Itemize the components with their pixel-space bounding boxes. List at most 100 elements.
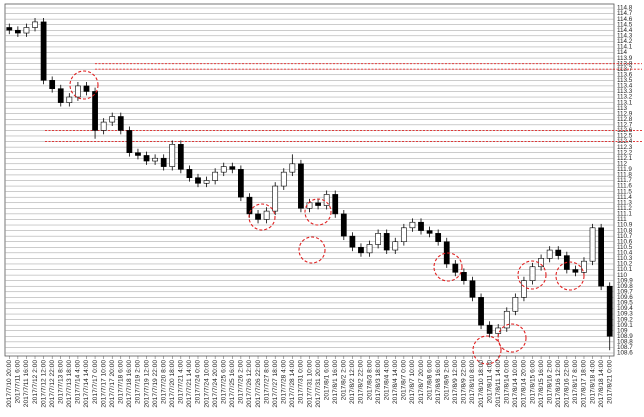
y-tick-label: 109.4	[617, 305, 633, 312]
candle-body	[212, 171, 219, 181]
y-tick-label: 109	[617, 327, 628, 334]
circle	[433, 252, 463, 282]
y-tick-label: 114.7	[617, 10, 633, 17]
circle	[248, 203, 276, 231]
x-tick-label: 2017/8/16 22:00	[564, 360, 571, 408]
candle-body	[6, 27, 13, 31]
y-tick-label: 113.5	[617, 77, 633, 84]
x-tick-label: 2017/7/13 8:00	[58, 360, 65, 404]
x-tick-label: 2017/8/9 22:00	[461, 360, 468, 404]
candle-body	[177, 144, 184, 170]
x-tick-label: 2017/7/19 22:00	[152, 360, 159, 408]
x-tick-label: 2017/7/12 12:00	[40, 360, 47, 408]
y-tick-label: 111.8	[617, 172, 632, 179]
circle	[472, 335, 502, 365]
annotation-circles	[69, 70, 585, 365]
candle-body	[246, 196, 253, 215]
candle-body	[49, 80, 56, 89]
y-tick-label: 109.9	[617, 277, 633, 284]
x-tick-label: 2017/7/31 10:00	[306, 360, 313, 408]
candle-body	[461, 272, 467, 281]
candle-body	[255, 213, 261, 220]
candle-body	[289, 163, 296, 173]
y-tick-label: 114.2	[617, 38, 633, 45]
circle	[298, 236, 326, 264]
x-tick-label: 2017/7/19 12:00	[143, 360, 150, 408]
x-tick-label: 2017/7/27 8:00	[263, 360, 270, 404]
y-tick-label: 110.7	[617, 233, 633, 240]
candle-body	[349, 235, 356, 248]
y-tick-label: 110.8	[617, 227, 633, 234]
candle-body	[546, 249, 553, 259]
x-tick-label: 2017/8/7 10:00	[409, 360, 416, 404]
y-tick-label: 108.6	[617, 350, 633, 357]
x-tick-label: 2017/8/9 12:00	[452, 360, 459, 404]
candle-body	[152, 157, 158, 162]
y-tick-label: 114.6	[617, 16, 633, 23]
x-tick-label: 2017/7/13 18:00	[66, 360, 73, 408]
y-tick-label: 110.3	[617, 255, 633, 262]
y-tick-label: 112	[617, 160, 628, 167]
y-tick-label: 112.3	[617, 144, 633, 151]
y-tick-label: 110	[617, 272, 628, 279]
x-tick-label: 2017/7/21 4:00	[178, 360, 185, 404]
x-tick-label: 2017/8/21 0:00	[606, 360, 613, 404]
y-tick-label: 111.7	[617, 177, 632, 184]
y-tick-label: 110.4	[617, 250, 633, 257]
y-tick-label: 113.9	[617, 55, 633, 62]
y-tick-label: 112.7	[617, 122, 633, 129]
y-tick-label: 113.6	[617, 71, 633, 78]
x-tick-label: 2017/8/2 12:00	[349, 360, 356, 404]
y-tick-label: 111.5	[617, 188, 632, 195]
candle-body	[340, 213, 347, 237]
x-tick-label: 2017/8/8 6:00	[426, 360, 433, 401]
candle-body	[32, 21, 38, 28]
x-tick-label: 2017/7/26 22:00	[255, 360, 262, 408]
y-tick-label: 112.2	[617, 149, 633, 156]
candle-body	[100, 121, 107, 131]
x-tick-label: 2017/8/11 14:00	[495, 360, 502, 408]
x-tick-label: 2017/7/12 22:00	[49, 360, 56, 408]
y-tick-label: 110.5	[617, 244, 633, 251]
circle	[497, 323, 527, 353]
y-tick-label: 111.3	[617, 199, 632, 206]
x-tick-label: 2017/7/12 2:00	[32, 360, 39, 404]
candle-body	[392, 241, 399, 251]
y-tick-label: 111.2	[617, 205, 632, 212]
y-tick-label: 109.3	[617, 311, 633, 318]
candle-body	[418, 221, 424, 231]
x-tick-label: 2017/7/27 18:00	[272, 360, 279, 408]
x-tick-label: 2017/7/19 2:00	[135, 360, 142, 404]
candle-body	[589, 227, 596, 262]
y-tick-label: 113.4	[617, 83, 633, 90]
x-tick-label: 2017/7/25 16:00	[229, 360, 236, 408]
candle-body	[332, 194, 339, 215]
x-tick-label: 2017/7/24 0:00	[195, 360, 202, 404]
candle-body	[409, 221, 416, 229]
y-tick-label: 114.1	[617, 44, 633, 51]
y-tick-label: 110.1	[617, 266, 633, 273]
x-tick-label: 2017/8/3 8:00	[366, 360, 373, 401]
x-tick-label: 2017/7/31 20:00	[315, 360, 322, 408]
candle-body	[555, 249, 562, 256]
candle-body	[14, 29, 21, 34]
x-tick-label: 2017/7/24 20:00	[212, 360, 219, 408]
candle-body	[57, 88, 64, 103]
candle-body	[160, 157, 167, 167]
plot-frame	[4, 3, 615, 357]
candle-body	[66, 96, 73, 103]
x-tick-label: 2017/8/7 0:00	[401, 360, 408, 401]
y-tick-label: 112.4	[617, 138, 633, 145]
x-tick-label: 2017/8/17 18:00	[581, 360, 588, 408]
x-tick-label: 2017/8/14 0:00	[504, 360, 511, 404]
y-tick-label: 113.2	[617, 94, 633, 101]
candle-body	[135, 152, 141, 156]
candle-body	[315, 202, 321, 206]
y-tick-label: 111.6	[617, 183, 632, 190]
x-tick-label: 2017/8/1 16:00	[332, 360, 339, 404]
y-tick-label: 110.9	[617, 222, 633, 229]
candle-body	[572, 269, 579, 273]
candle-body	[92, 91, 98, 131]
candle-body	[435, 233, 442, 243]
x-tick-label: 2017/8/15 6:00	[529, 360, 536, 404]
